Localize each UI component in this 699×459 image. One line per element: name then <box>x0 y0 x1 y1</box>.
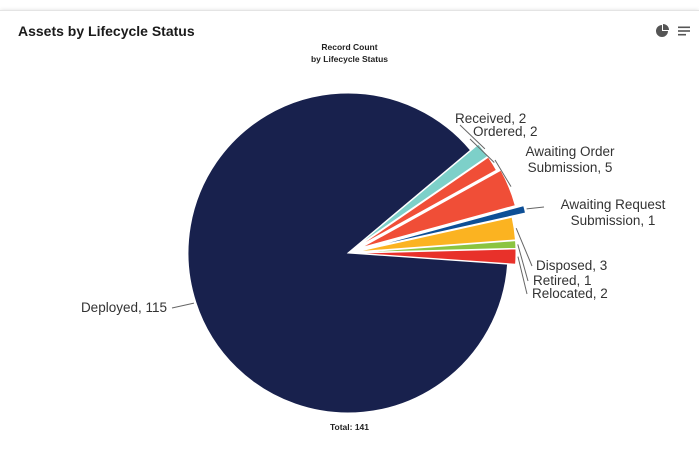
slice-label-line: Relocated, 2 <box>532 286 608 301</box>
slice-label-line: Deployed, 115 <box>81 300 167 315</box>
slice-label-line: Retired, 1 <box>533 273 592 288</box>
leader-line <box>517 256 528 295</box>
leader-line <box>517 244 529 282</box>
pie-chart-icon[interactable] <box>655 24 669 38</box>
chart-title: Record Count by Lifecycle Status <box>0 41 699 65</box>
slice-label-line: Submission, 1 <box>571 213 656 228</box>
slice-label: Deployed, 115 <box>81 300 167 315</box>
leader-line <box>469 138 495 163</box>
chart-title-line1: Record Count <box>321 42 378 52</box>
slice-label-line: Ordered, 2 <box>473 124 538 139</box>
leader-line <box>494 159 512 187</box>
slice-label: Relocated, 2 <box>532 286 608 301</box>
header-icons <box>655 24 691 38</box>
slice-label: Awaiting Order Submission, 5 <box>525 144 615 175</box>
widget-title: Assets by Lifecycle Status <box>18 23 195 39</box>
chart-total: Total: 141 <box>329 422 370 432</box>
slice-label-line: Disposed, 3 <box>536 258 607 273</box>
slice-label: Ordered, 2 <box>473 124 538 139</box>
pie-slice-relocated[interactable] <box>355 248 517 265</box>
slice-label-line: Received, 2 <box>455 111 526 126</box>
pie-slice-retired[interactable] <box>355 240 517 254</box>
pie-slice-disposed[interactable] <box>355 216 517 253</box>
slice-label-line: Submission, 5 <box>528 160 613 175</box>
slice-label-line: Awaiting Order <box>525 144 615 159</box>
leader-line <box>515 227 533 267</box>
slice-label: Retired, 1 <box>533 273 592 288</box>
slice-label: Received, 2 <box>455 111 526 126</box>
leader-line <box>526 206 545 210</box>
slice-label: Disposed, 3 <box>536 258 607 273</box>
pie-slice-deployed[interactable] <box>187 92 509 414</box>
slice-label-line: Awaiting Request <box>561 197 666 212</box>
pie-slice-awaiting-request-submission[interactable] <box>369 204 527 249</box>
menu-lines-icon[interactable] <box>677 24 691 38</box>
chart-title-line2: by Lifecycle Status <box>310 54 388 64</box>
slice-label: Awaiting Request Submission, 1 <box>561 197 666 228</box>
leader-line <box>171 302 195 309</box>
leader-line <box>459 124 486 150</box>
